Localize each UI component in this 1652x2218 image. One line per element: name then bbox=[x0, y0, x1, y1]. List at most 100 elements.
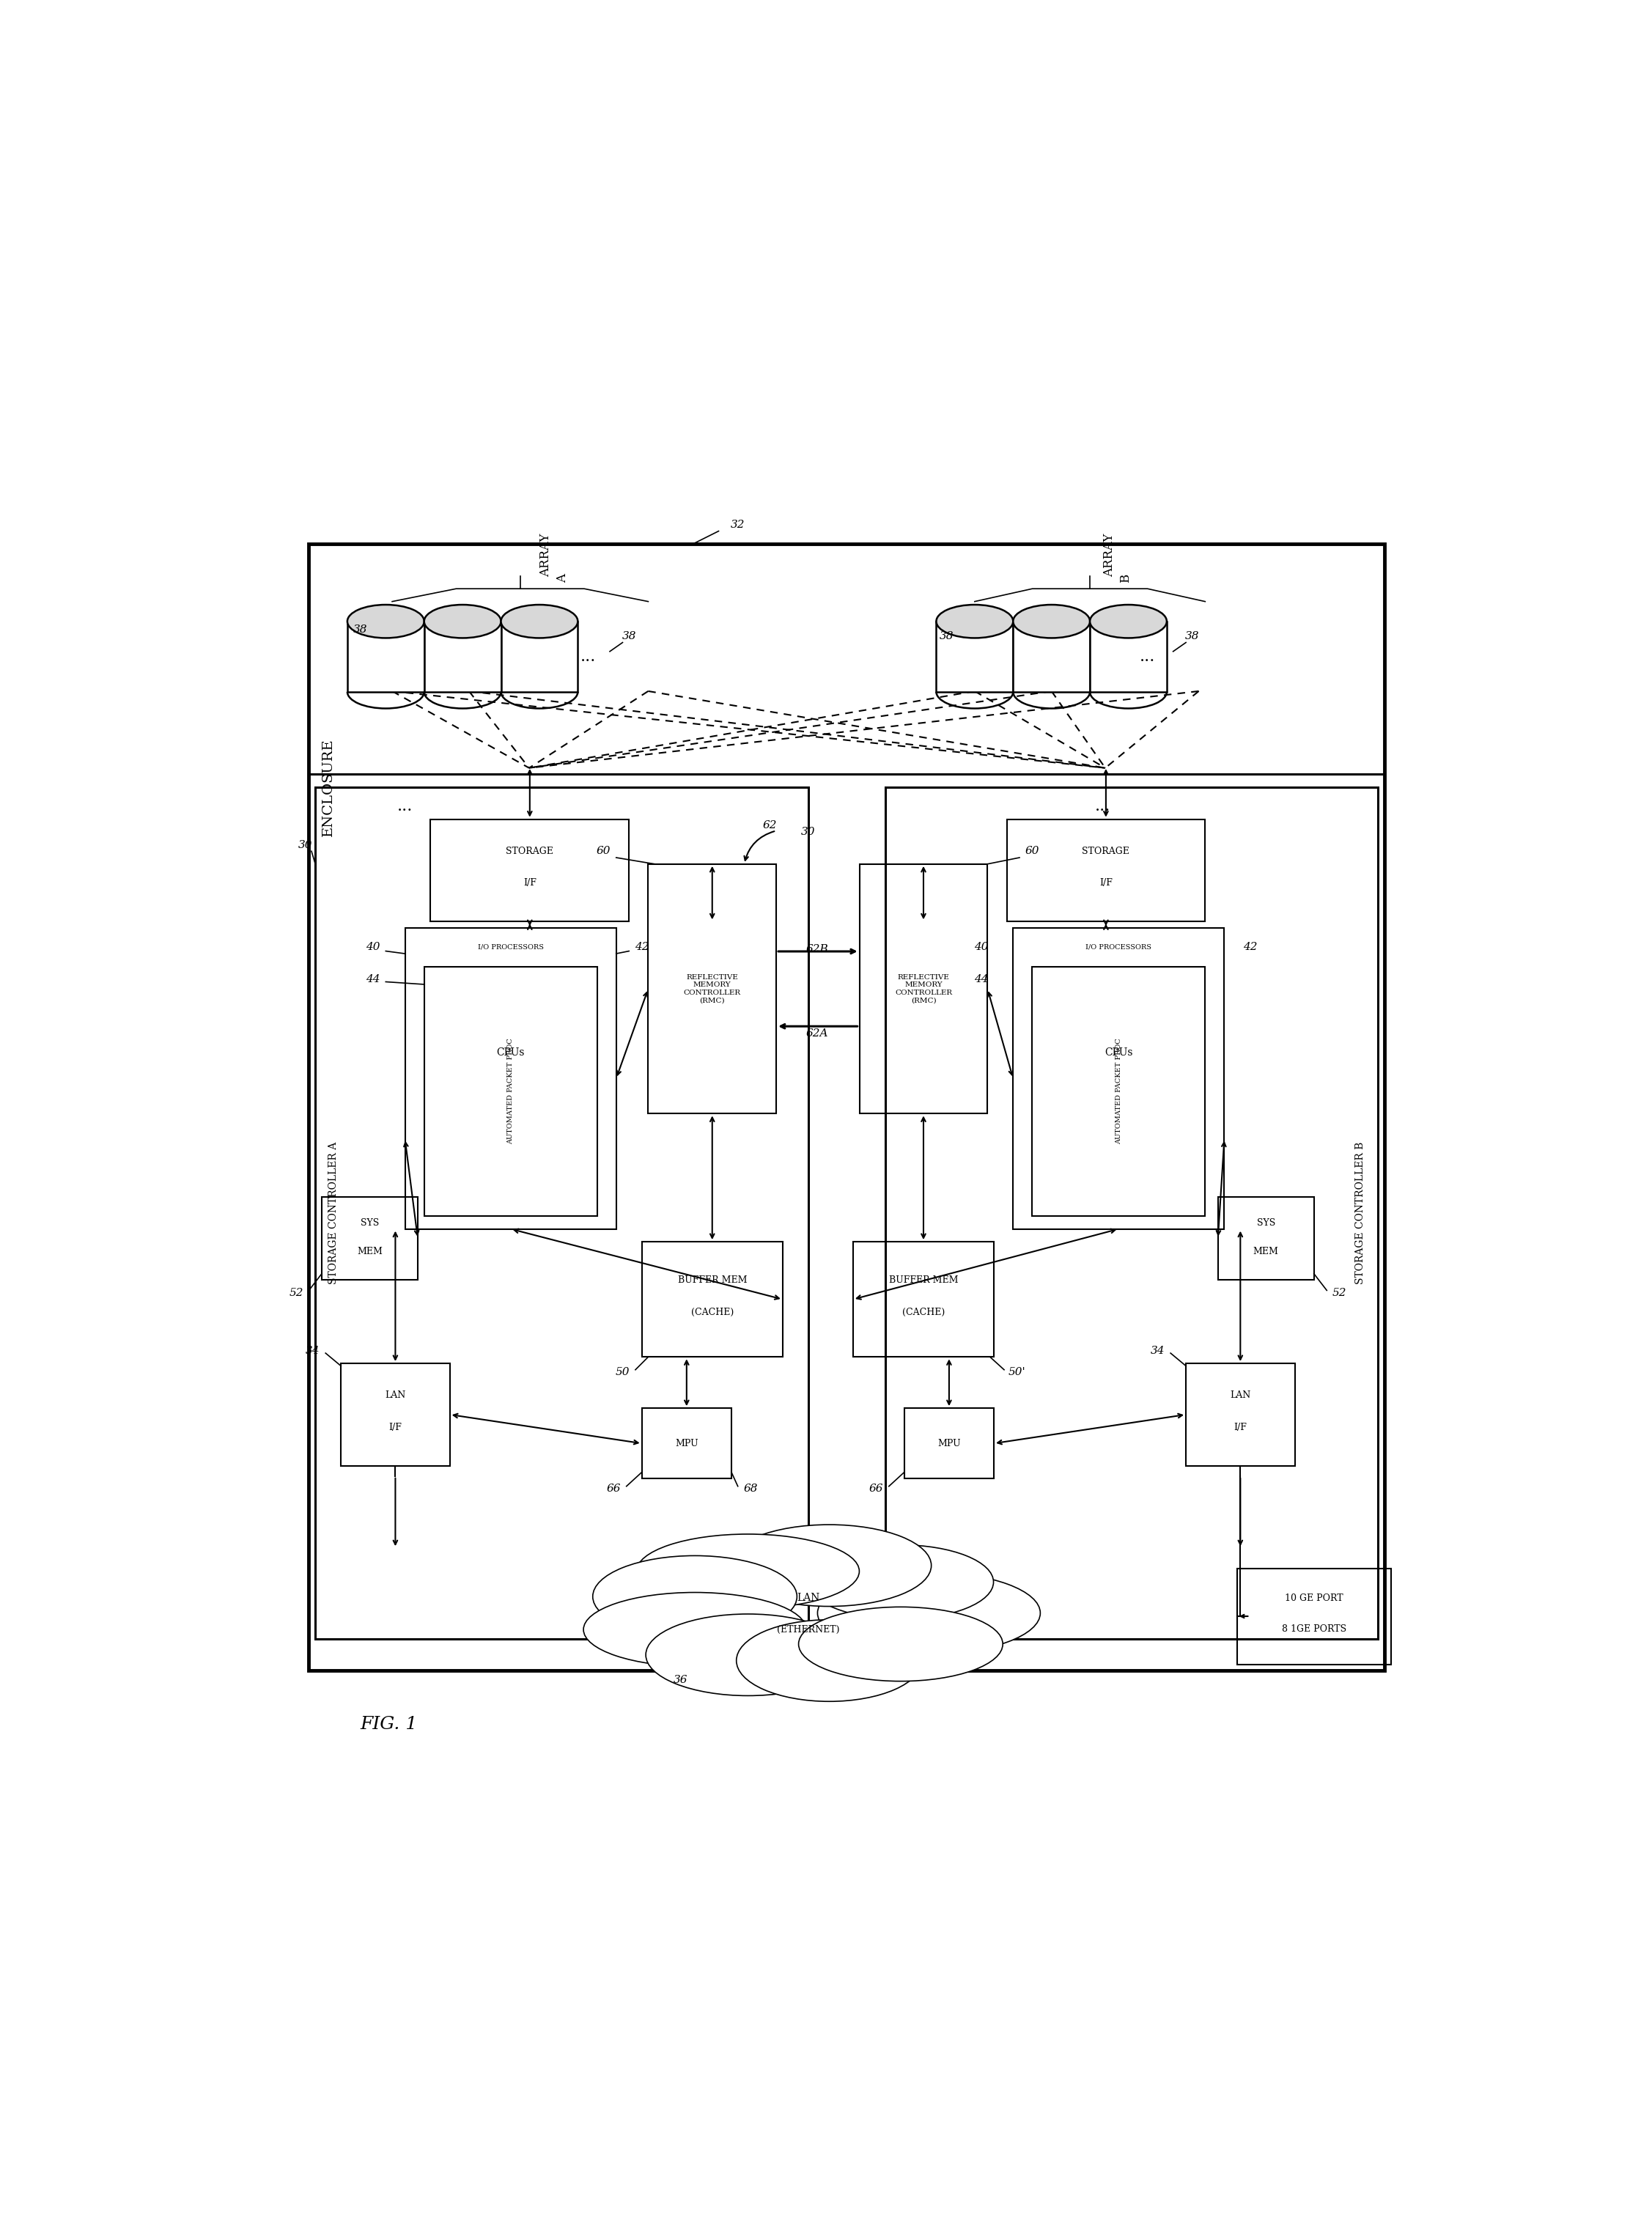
Bar bbox=[643, 1408, 732, 1479]
Ellipse shape bbox=[818, 1573, 1041, 1655]
Text: (CACHE): (CACHE) bbox=[691, 1306, 733, 1317]
Text: 42: 42 bbox=[1242, 943, 1257, 952]
Text: AUTOMATED PACKET PROC: AUTOMATED PACKET PROC bbox=[1115, 1038, 1122, 1144]
Text: 68: 68 bbox=[743, 1484, 758, 1495]
Text: 62: 62 bbox=[763, 821, 776, 832]
Bar bbox=[309, 774, 1384, 1670]
Text: MEM: MEM bbox=[1254, 1247, 1279, 1255]
Text: 60: 60 bbox=[596, 845, 611, 856]
Text: 50': 50' bbox=[1008, 1366, 1026, 1377]
Text: 44: 44 bbox=[365, 974, 380, 985]
Bar bbox=[347, 621, 425, 692]
Ellipse shape bbox=[501, 606, 578, 639]
Ellipse shape bbox=[583, 1593, 806, 1666]
Text: 36: 36 bbox=[672, 1675, 687, 1686]
Text: AUTOMATED PACKET PROC: AUTOMATED PACKET PROC bbox=[507, 1038, 514, 1144]
Text: 50: 50 bbox=[616, 1366, 629, 1377]
Text: ARRAY: ARRAY bbox=[1104, 535, 1115, 577]
Text: ...: ... bbox=[580, 648, 596, 665]
Text: 60: 60 bbox=[1026, 845, 1039, 856]
Text: 30: 30 bbox=[297, 841, 312, 849]
Bar bbox=[501, 621, 578, 692]
Text: LAN: LAN bbox=[796, 1593, 819, 1604]
Bar bbox=[643, 1242, 783, 1357]
Text: REFLECTIVE
MEMORY
CONTROLLER
(RMC): REFLECTIVE MEMORY CONTROLLER (RMC) bbox=[684, 974, 740, 1003]
Text: 40: 40 bbox=[975, 943, 988, 952]
Ellipse shape bbox=[593, 1555, 796, 1637]
Bar bbox=[340, 1364, 449, 1466]
Text: I/F: I/F bbox=[524, 878, 537, 887]
Text: MPU: MPU bbox=[937, 1439, 961, 1448]
Text: LAN: LAN bbox=[385, 1391, 406, 1400]
Text: LAN: LAN bbox=[1231, 1391, 1251, 1400]
Text: 62A: 62A bbox=[806, 1029, 828, 1038]
Text: 40: 40 bbox=[365, 943, 380, 952]
Text: ...: ... bbox=[1095, 798, 1110, 814]
Text: 10 GE PORT: 10 GE PORT bbox=[1285, 1593, 1343, 1604]
Bar bbox=[309, 543, 1384, 1670]
Bar bbox=[405, 927, 616, 1229]
Text: REFLECTIVE
MEMORY
CONTROLLER
(RMC): REFLECTIVE MEMORY CONTROLLER (RMC) bbox=[895, 974, 952, 1003]
Text: I/F: I/F bbox=[1099, 878, 1112, 887]
Text: I/O PROCESSORS: I/O PROCESSORS bbox=[1085, 945, 1151, 952]
Text: MEM: MEM bbox=[357, 1247, 383, 1255]
Bar bbox=[904, 1408, 995, 1479]
Text: 38: 38 bbox=[354, 625, 367, 634]
Bar bbox=[425, 621, 501, 692]
Text: 42: 42 bbox=[634, 943, 649, 952]
Bar bbox=[859, 865, 988, 1113]
Bar bbox=[1090, 621, 1166, 692]
Text: 32: 32 bbox=[730, 519, 745, 530]
Text: 38: 38 bbox=[940, 630, 953, 641]
Text: I/F: I/F bbox=[1234, 1422, 1247, 1433]
Text: STORAGE: STORAGE bbox=[506, 847, 553, 856]
Bar bbox=[937, 621, 1013, 692]
Bar bbox=[431, 818, 629, 923]
Text: 38: 38 bbox=[1184, 630, 1199, 641]
Ellipse shape bbox=[808, 1546, 993, 1619]
Text: 44: 44 bbox=[975, 974, 988, 985]
Text: A: A bbox=[557, 574, 568, 583]
Bar bbox=[1013, 621, 1090, 692]
Text: 34: 34 bbox=[1150, 1346, 1165, 1355]
Text: 8 1GE PORTS: 8 1GE PORTS bbox=[1282, 1624, 1346, 1635]
Text: 66: 66 bbox=[606, 1484, 621, 1495]
Text: ...: ... bbox=[1140, 648, 1155, 665]
Ellipse shape bbox=[798, 1608, 1003, 1681]
Bar bbox=[316, 787, 808, 1639]
Text: CPUs: CPUs bbox=[1105, 1047, 1133, 1058]
Text: STORAGE CONTROLLER B: STORAGE CONTROLLER B bbox=[1355, 1142, 1365, 1284]
Bar bbox=[1218, 1198, 1313, 1280]
Bar bbox=[1237, 1568, 1391, 1664]
Bar bbox=[1186, 1364, 1295, 1466]
Bar bbox=[885, 787, 1378, 1639]
Text: (ETHERNET): (ETHERNET) bbox=[776, 1626, 839, 1635]
Bar bbox=[1006, 818, 1206, 923]
Text: 52: 52 bbox=[1333, 1289, 1346, 1298]
Ellipse shape bbox=[347, 606, 425, 639]
Bar bbox=[852, 1242, 995, 1357]
Text: I/O PROCESSORS: I/O PROCESSORS bbox=[477, 945, 544, 952]
Text: 34: 34 bbox=[306, 1346, 320, 1355]
Ellipse shape bbox=[1090, 606, 1166, 639]
Ellipse shape bbox=[727, 1524, 932, 1606]
Text: STORAGE: STORAGE bbox=[1082, 847, 1130, 856]
Text: SYS: SYS bbox=[1257, 1218, 1275, 1229]
Bar bbox=[1032, 967, 1206, 1215]
Text: 52: 52 bbox=[289, 1289, 304, 1298]
Ellipse shape bbox=[425, 606, 501, 639]
Text: ...: ... bbox=[396, 798, 413, 814]
Text: ENCLOSURE: ENCLOSURE bbox=[322, 739, 335, 836]
Bar bbox=[648, 865, 776, 1113]
Text: ARRAY: ARRAY bbox=[540, 535, 552, 577]
Text: 62B: 62B bbox=[806, 945, 828, 954]
Text: I/F: I/F bbox=[388, 1422, 401, 1433]
Ellipse shape bbox=[1013, 606, 1090, 639]
Bar bbox=[1013, 927, 1224, 1229]
Bar bbox=[322, 1198, 418, 1280]
Ellipse shape bbox=[636, 1535, 859, 1608]
Text: MPU: MPU bbox=[676, 1439, 699, 1448]
Ellipse shape bbox=[646, 1615, 851, 1697]
Text: (CACHE): (CACHE) bbox=[902, 1306, 945, 1317]
Text: 66: 66 bbox=[869, 1484, 884, 1495]
